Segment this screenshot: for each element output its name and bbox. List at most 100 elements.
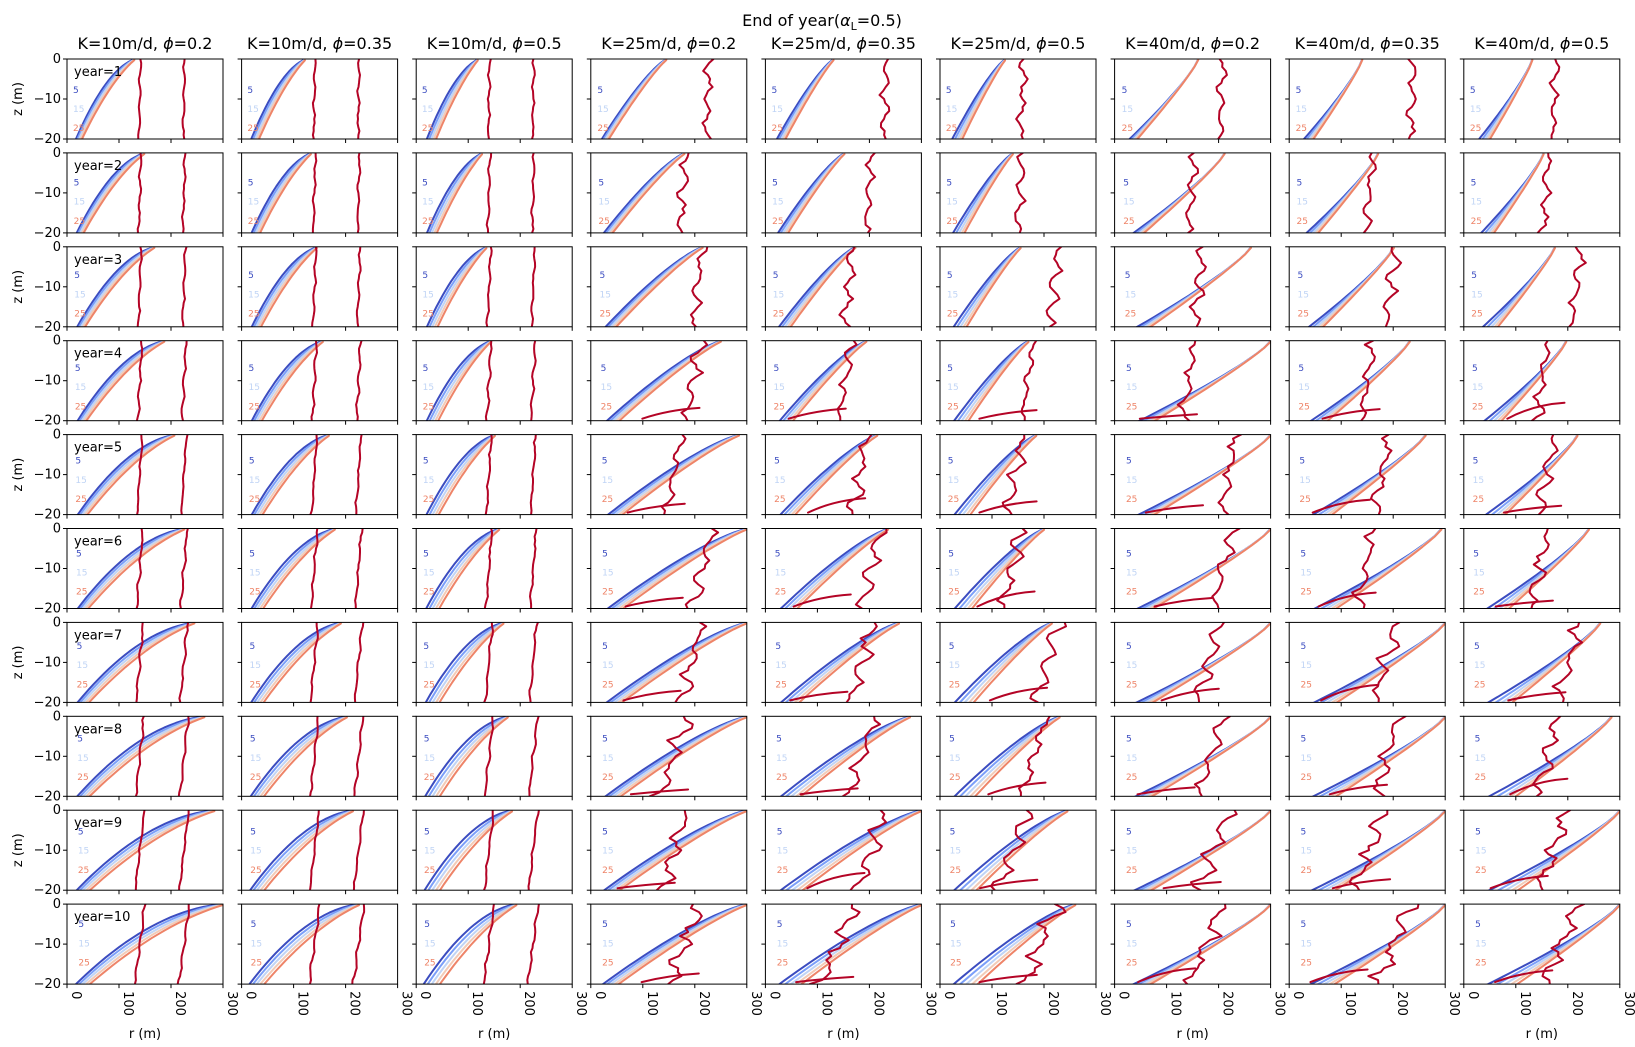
- contour-group: 5 15 25: [1126, 528, 1271, 609]
- contour-line: [438, 904, 518, 985]
- contour-line: [1145, 434, 1271, 515]
- contour-line-max: [1507, 691, 1567, 702]
- contour-line-max: [1018, 716, 1051, 797]
- panel-r7-c7: 5 15 25: [1110, 621, 1272, 707]
- contour-label: 15: [250, 661, 261, 671]
- contour-label: 15: [1301, 661, 1312, 671]
- contour-line-max: [807, 497, 867, 514]
- contour-line-max: [1015, 59, 1029, 139]
- x-tick-label: 200: [347, 991, 362, 1016]
- y-tick-label: −20: [34, 883, 61, 898]
- contour-line-max: [987, 781, 1047, 796]
- contour-line-max: [355, 246, 362, 327]
- contour-label: 5: [602, 457, 608, 467]
- column-title-phi-symbol: ϕ: [1560, 34, 1571, 53]
- contour-line-max: [1362, 152, 1377, 233]
- contour-line-max: [134, 810, 146, 891]
- contour-line-max: [181, 246, 188, 327]
- contour-label: 5: [1301, 920, 1307, 930]
- contour-line: [1496, 247, 1556, 327]
- y-tick-label: 0: [53, 897, 61, 912]
- panel-r6-c3: 5 15 25: [412, 528, 573, 613]
- contour-label: 5: [77, 735, 83, 745]
- contour-line-max: [684, 528, 720, 609]
- panel-r4-c8: 5 15 25: [1285, 340, 1446, 425]
- contour-group: 5 15 25: [948, 528, 1045, 609]
- contour-label: 5: [947, 364, 953, 374]
- contour-label: 5: [1475, 827, 1481, 837]
- column-title-k: K=25m/d,: [951, 34, 1037, 53]
- contour-line-max: [1162, 881, 1222, 890]
- contour-line: [1323, 810, 1446, 891]
- contour-line-max: [1489, 874, 1549, 890]
- contour-label: 25: [1474, 680, 1485, 690]
- y-tick-label: −10: [34, 749, 61, 764]
- contour-line-max: [640, 972, 700, 984]
- x-tick-label: 0: [68, 991, 83, 999]
- contour-line: [78, 716, 206, 797]
- contour-label: 15: [947, 290, 958, 300]
- contour-label: 5: [76, 549, 82, 559]
- contour-line-max: [134, 716, 145, 797]
- contour-label: 5: [1126, 364, 1132, 374]
- contour-line-max: [181, 59, 186, 139]
- contour-label: 25: [771, 124, 782, 134]
- contour-label: 15: [422, 290, 433, 300]
- panel-r9-c9: 5 15 25: [1459, 809, 1621, 895]
- contour-line-max: [352, 810, 365, 891]
- x-tick-label: 300: [1272, 991, 1287, 1016]
- contour-label: 25: [74, 310, 85, 320]
- panel-r6-c9: 5 15 25: [1459, 528, 1621, 613]
- contour-line-max: [351, 904, 366, 985]
- contour-label: 5: [1471, 179, 1477, 189]
- contour-line: [1309, 810, 1446, 891]
- column-title-phi-symbol: ϕ: [333, 34, 344, 53]
- contour-line-max: [841, 716, 881, 797]
- contour-line: [958, 622, 1053, 703]
- contour-line-max: [137, 59, 143, 139]
- contour-line: [790, 810, 922, 891]
- column-title-4: K=25m/d, ϕ=0.2: [601, 34, 736, 53]
- contour-line: [262, 622, 342, 703]
- contour-label: 25: [1301, 680, 1312, 690]
- x-tick-label: 100: [1517, 991, 1532, 1016]
- contour-label: 25: [77, 773, 88, 783]
- panel-r8-c8: 5 15 25: [1285, 715, 1446, 801]
- contour-line: [88, 810, 216, 891]
- contour-line: [431, 340, 492, 421]
- panel-r5-c4: 5 15 25: [586, 434, 748, 519]
- contour-line-max: [626, 502, 686, 514]
- contour-line: [80, 340, 166, 421]
- contour-line: [428, 59, 479, 139]
- contour-line-max: [526, 904, 540, 985]
- contour-line-max: [309, 434, 318, 515]
- contour-label: 5: [1126, 642, 1132, 652]
- contour-line-max: [978, 409, 1038, 420]
- x-tick-label: 100: [1342, 991, 1357, 1016]
- contour-line: [256, 528, 336, 609]
- contour-label: 25: [947, 402, 958, 412]
- y-tick-label: −20: [34, 132, 61, 147]
- contour-line: [426, 904, 518, 985]
- contour-label: 25: [777, 959, 788, 969]
- contour-label: 5: [1298, 364, 1304, 374]
- panel-r3-c8: 5 15 25: [1285, 246, 1446, 331]
- contour-line: [783, 528, 890, 609]
- column-title-k: K=10m/d,: [78, 34, 164, 53]
- contour-label: 5: [75, 364, 81, 374]
- contour-line: [794, 716, 911, 797]
- contour-line: [612, 622, 747, 703]
- contour-label: 5: [1474, 642, 1480, 652]
- row-year-label: year=2: [74, 159, 122, 174]
- contour-line-max: [1371, 622, 1401, 703]
- panel-frame: [1463, 621, 1621, 703]
- x-tick-label: 0: [243, 991, 258, 999]
- contour-line-max: [1531, 340, 1551, 421]
- contour-label: 25: [775, 680, 786, 690]
- contour-line: [779, 810, 922, 891]
- contour-group: 5 15 25: [949, 716, 1061, 797]
- contour-line-max: [179, 528, 189, 609]
- contour-line: [952, 340, 1030, 421]
- contour-line: [76, 434, 176, 515]
- x-tick-label: 200: [1045, 991, 1060, 1016]
